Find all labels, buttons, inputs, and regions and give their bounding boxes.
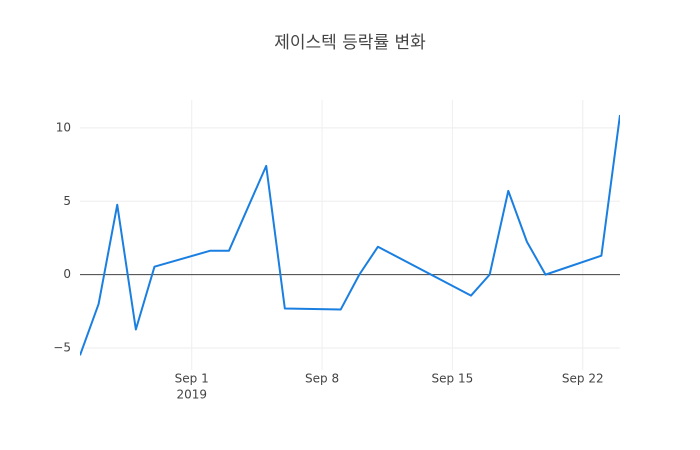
x-tick-label: Sep 15 [432,372,474,386]
y-tick-label: 0 [63,267,71,281]
x-year-label: 2019 [176,388,207,402]
chart-title: 제이스텍 등락률 변화 [274,33,426,53]
line [80,114,620,356]
y-tick-label: −5 [53,340,71,354]
y-tick-label: 10 [56,120,71,134]
x-tick-label: Sep 1 [175,372,209,386]
x-tick-label: Sep 22 [562,372,604,386]
x-tick-label: Sep 8 [305,372,339,386]
y-tick-label: 5 [63,194,71,208]
